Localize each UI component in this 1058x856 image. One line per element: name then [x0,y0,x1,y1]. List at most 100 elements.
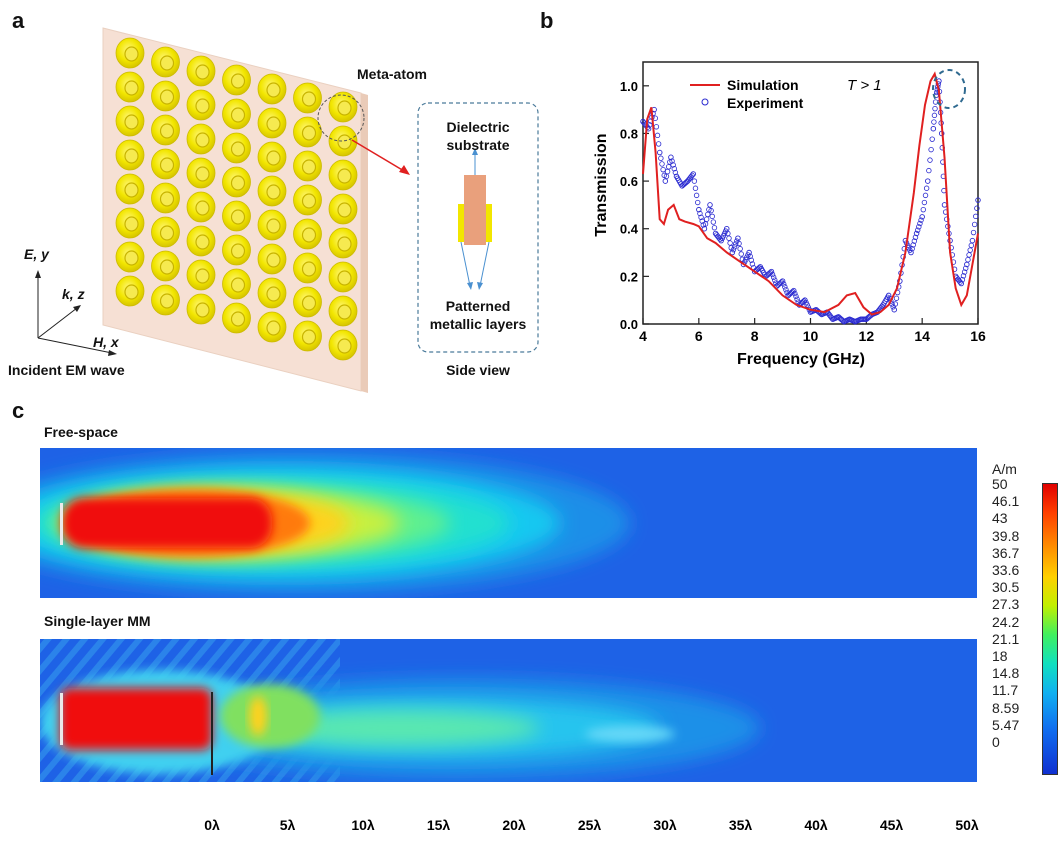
meta-atom-label: Meta-atom [357,66,428,82]
meta-atom-ring-inner [230,73,246,89]
colorbar-tick-label: 30.5 [992,579,1020,596]
experiment-point [920,206,926,213]
meta-atom-ring-inner [124,182,139,198]
meta-atom-ring-inner [266,286,281,302]
experiment-point [967,247,973,253]
meta-atom-ring-inner [159,157,175,173]
colorbar-tick-label: 0 [992,734,1000,750]
experiment-point [958,280,965,287]
experiment-point [929,136,935,142]
meta-atom-ring-inner [124,250,139,266]
incident-wave-label: Incident EM wave [8,362,125,378]
meta-atom-ring-inner [337,236,352,252]
chart-ticks: 4 6 8 10 12 14 16 0.0 0.2 0.4 0.6 0.8 1.0 [620,79,986,344]
experiment-point [921,199,928,206]
experiment-point [691,178,698,184]
meta-atom-ring-inner [124,80,139,96]
experiment-point [973,213,979,220]
axis-z-line [37,307,78,339]
experiment-point [668,154,674,161]
y-tick-label: 0.8 [620,126,638,141]
experiment-point [662,178,669,184]
experiment-point [919,214,925,220]
distance-tick-label: 35λ [729,817,753,833]
experiment-point [770,274,777,281]
colorbar-tick-label: 8.59 [992,699,1020,716]
experiment-point [768,268,775,275]
meta-atom-ring-inner [195,268,210,284]
experiment-point [931,112,938,119]
experiment-point [912,234,919,241]
meta-atom-ring-inner [266,218,281,234]
simulation-line [642,71,979,316]
experiment-point [794,296,800,302]
pointer-down-right-head [477,282,483,290]
distance-tick-label: 20λ [502,817,526,833]
experiment-point [968,242,974,249]
meta-atom-ring-inner [230,311,246,327]
experiment-point [970,229,977,236]
panel-a-label: a [12,8,25,33]
meta-atom-ring-inner [195,200,210,216]
ring-array [115,37,358,361]
experiment-point [660,166,666,173]
experiment-point [703,216,710,222]
colorbar-tick-label: 5.47 [992,716,1020,733]
y-tick-label: 1.0 [620,79,638,94]
experiment-point [931,119,937,125]
experiment-point [732,241,739,247]
meta-atom-ring-inner [266,116,281,132]
experiment-point [913,230,920,237]
axis-x-arrowhead [108,350,117,356]
meta-atom-ring-inner [266,252,281,268]
experiment-points [640,78,981,325]
meta-atom-ring-inner [159,123,175,139]
experiment-point [780,281,787,287]
experiment-point [693,192,700,199]
experiment-point [971,221,978,228]
distance-tick-label: 10λ [351,817,375,833]
meta-atom-ring-inner [337,100,352,116]
experiment-point [696,206,702,213]
experiment-point [748,257,755,263]
meta-atom-ring-inner [301,91,317,107]
experiment-point [965,256,971,263]
meta-atom-ring-inner [301,295,317,311]
colorbar [1042,483,1058,775]
experiment-point [941,202,948,208]
zoom-arrow [351,139,405,172]
colorbar-unit: A/m [992,461,1017,477]
distance-tick-label: 0λ [204,817,220,833]
meta-atom-ring-inner [301,261,317,277]
meta-atom-ring-inner [159,225,175,241]
experiment-point [695,199,701,206]
meta-atom-ring-inner [266,184,281,200]
legend-simulation-label: Simulation [727,77,799,93]
experiment-point [653,124,660,130]
meta-atom-ring-inner [266,320,281,336]
experiment-point [927,157,933,163]
experiment-point [893,295,900,301]
experiment-point [654,132,661,139]
meta-atom-ring-inner [230,277,246,293]
experiment-point [656,149,663,156]
experiment-point [782,284,788,290]
colorbar-tick-label: 36.7 [992,544,1020,561]
experiment-point [911,238,918,244]
experiment-point [665,164,672,170]
panel-a-figure [35,27,539,393]
distance-tick-label: 30λ [653,817,677,833]
meta-atom-ring-inner [301,159,317,175]
experiment-point [959,276,966,283]
x-tick-label: 6 [695,328,703,344]
experiment-point [737,246,743,252]
x-axis-label: Frequency (GHz) [737,351,865,368]
experiment-point [689,172,695,179]
colorbar-tick-label: 27.3 [992,596,1020,613]
experiment-point [730,246,737,253]
experiment-point [908,249,914,256]
experiment-point [925,178,931,184]
t-greater-annotation: T > 1 [847,77,882,94]
metal-layer-left [458,204,464,242]
meta-atom-ring-inner [195,166,210,182]
